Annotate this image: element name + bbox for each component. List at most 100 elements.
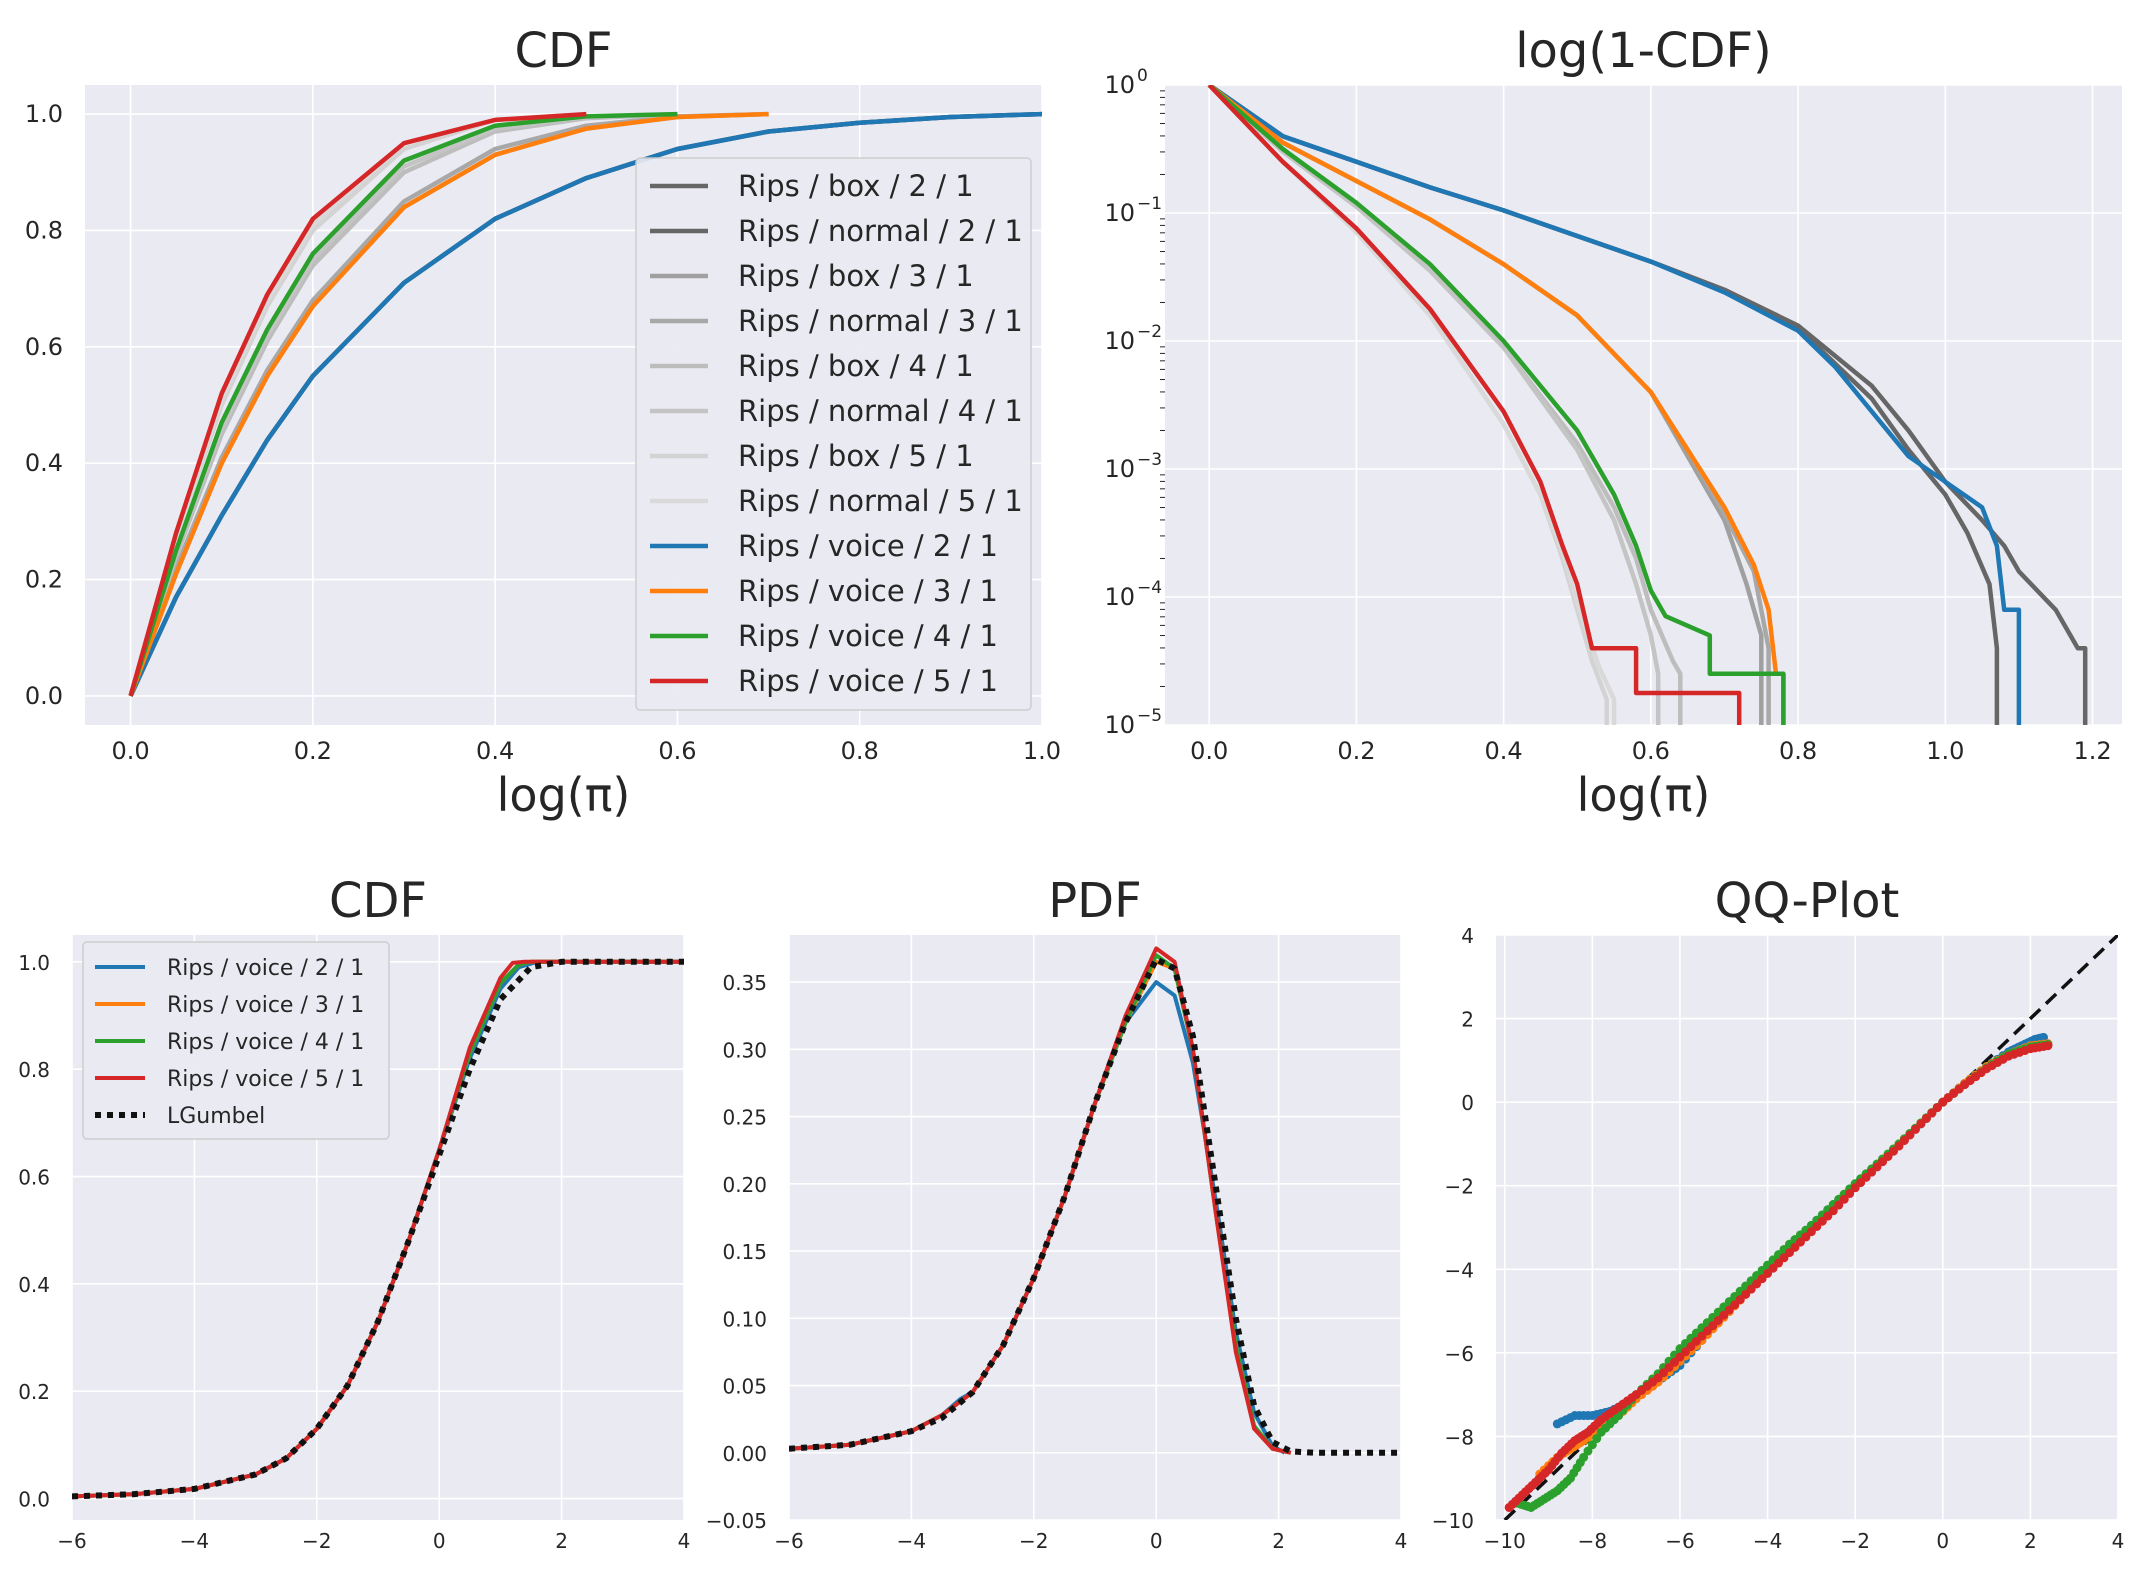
y-tick-label: −10 xyxy=(1432,1509,1474,1533)
legend-label: Rips / voice / 2 / 1 xyxy=(738,529,998,563)
y-tick-label: 0.8 xyxy=(25,216,63,244)
series-group xyxy=(789,946,1401,1456)
y-tick-label: 0.4 xyxy=(18,1273,50,1297)
legend-label: Rips / voice / 2 / 1 xyxy=(167,956,364,981)
scatter-point xyxy=(1899,1135,1909,1145)
x-tick-label: 2 xyxy=(1272,1529,1285,1553)
y-tick-label: 0.0 xyxy=(25,682,63,710)
y-tick-exponent: −3 xyxy=(1137,450,1162,470)
x-tick-label: −2 xyxy=(1840,1529,1869,1553)
chart-title: CDF xyxy=(329,873,427,929)
scatter-point xyxy=(1910,1124,1920,1134)
y-tick-exponent: −1 xyxy=(1137,194,1162,214)
x-tick-label: 4 xyxy=(1395,1529,1408,1553)
y-tick-label: 1.0 xyxy=(18,951,50,975)
scatter-point xyxy=(2020,1046,2030,1056)
y-tick-label: 0 xyxy=(1461,1091,1474,1115)
y-tick-label: −4 xyxy=(1445,1258,1474,1282)
x-tick-label: −2 xyxy=(302,1529,331,1553)
chart-title: CDF xyxy=(514,23,612,79)
scatter-point xyxy=(1567,1439,1577,1449)
series-line xyxy=(1207,85,1786,725)
x-tick-label: −8 xyxy=(1578,1529,1607,1553)
y-tick-label: 0.6 xyxy=(25,333,63,361)
y-tick-exponent: 0 xyxy=(1137,66,1148,86)
scatter-point xyxy=(1669,1357,1679,1367)
y-tick-label: −2 xyxy=(1445,1175,1474,1199)
y-tick-label: 4 xyxy=(1461,924,1474,948)
scatter-point xyxy=(1905,1130,1915,1140)
series-line xyxy=(128,111,1042,697)
scatter-point xyxy=(1565,1413,1575,1423)
legend-label: Rips / box / 5 / 1 xyxy=(738,439,974,473)
x-tick-label: 0 xyxy=(1150,1529,1163,1553)
x-tick-label: 1.2 xyxy=(2073,737,2111,765)
chart-title: log(1-CDF) xyxy=(1515,23,1772,79)
series-line xyxy=(1207,85,2022,725)
series-line xyxy=(789,956,1401,1456)
scatter-point xyxy=(1801,1232,1811,1242)
scatter-point xyxy=(1845,1189,1855,1199)
y-tick-label: 0.30 xyxy=(722,1038,767,1062)
series-group xyxy=(1207,85,2088,725)
x-tick-label: 4 xyxy=(678,1529,691,1553)
legend-label: Rips / voice / 5 / 1 xyxy=(167,1067,364,1092)
scatter-point xyxy=(1583,1446,1593,1456)
x-tick-label: −4 xyxy=(897,1529,926,1553)
scatter-point xyxy=(1998,1054,2008,1064)
plot-area xyxy=(1165,85,2122,725)
legend-label: Rips / voice / 4 / 1 xyxy=(167,1030,364,1055)
x-tick-label: 0.8 xyxy=(1779,737,1817,765)
x-tick-label: 4 xyxy=(2112,1529,2125,1553)
series-line xyxy=(1207,85,1742,725)
plot-area xyxy=(789,935,1401,1520)
y-tick-label: 0.2 xyxy=(18,1380,50,1404)
y-tick-label: 0.05 xyxy=(722,1375,767,1399)
legend-label: Rips / voice / 3 / 1 xyxy=(738,574,998,608)
series-line xyxy=(72,959,684,1499)
x-axis-label: log(π) xyxy=(497,768,631,822)
legend-box xyxy=(82,941,390,1140)
y-tick-base: 10 xyxy=(1104,199,1135,227)
series-group xyxy=(1503,935,2118,1520)
scatter-point xyxy=(1867,1167,1877,1177)
y-tick-base: 10 xyxy=(1104,711,1135,739)
series-line xyxy=(128,111,587,697)
chart-title: QQ-Plot xyxy=(1715,873,1900,929)
y-tick-label: 0.0 xyxy=(18,1488,50,1512)
y-tick-label: 0.35 xyxy=(722,971,767,995)
bottom-qq-chart: −10 −8 −6 −4 −2 0 2 4 −10 −8 −6 −4 −2 0 2 4 QQ-Plot xyxy=(1432,873,2125,1553)
legend-label: Rips / voice / 4 / 1 xyxy=(738,619,998,653)
legend-label: Rips / box / 4 / 1 xyxy=(738,349,974,383)
y-tick-label: 0.10 xyxy=(722,1307,767,1331)
x-tick-label: 1.0 xyxy=(1023,737,1061,765)
y-tick-exponent: −5 xyxy=(1137,706,1162,726)
y-tick-label: 0.8 xyxy=(18,1058,50,1082)
legend-label: Rips / normal / 2 / 1 xyxy=(738,214,1023,248)
y-tick-label: −0.05 xyxy=(706,1509,767,1533)
series-line xyxy=(1207,85,1786,725)
y-tick-label: 0.6 xyxy=(18,1166,50,1190)
x-tick-label: −4 xyxy=(1753,1529,1782,1553)
y-tick-base: 10 xyxy=(1104,327,1135,355)
scatter-point xyxy=(1927,1108,1937,1118)
scatter-point xyxy=(1839,1194,1849,1204)
scatter-point xyxy=(1527,1481,1537,1491)
legend-label: Rips / box / 3 / 1 xyxy=(738,259,974,293)
x-tick-label: −4 xyxy=(180,1529,209,1553)
x-tick-label: 1.0 xyxy=(1926,737,1964,765)
legend-bottom: Rips / voice / 2 / 1 Rips / voice / 3 / 1… xyxy=(82,941,390,1140)
y-tick-label: 0.00 xyxy=(722,1442,767,1466)
x-tick-label: 0.2 xyxy=(1337,737,1375,765)
series-line xyxy=(128,111,769,697)
scatter-point xyxy=(1609,1405,1619,1415)
x-tick-label: 0.0 xyxy=(1190,737,1228,765)
scatter-point xyxy=(1976,1068,1986,1078)
y-tick-base: 10 xyxy=(1104,583,1135,611)
x-tick-label: 0 xyxy=(1936,1529,1949,1553)
scatter-point xyxy=(1713,1315,1723,1325)
legend-top: Rips / box / 2 / 1 Rips / normal / 2 / 1 R… xyxy=(635,157,1032,711)
x-axis-label: log(π) xyxy=(1577,768,1711,822)
scatter-point xyxy=(1549,1488,1559,1498)
